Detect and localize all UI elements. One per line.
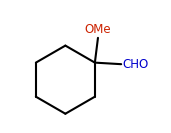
Text: OMe: OMe bbox=[85, 23, 111, 36]
Text: CHO: CHO bbox=[122, 58, 148, 71]
